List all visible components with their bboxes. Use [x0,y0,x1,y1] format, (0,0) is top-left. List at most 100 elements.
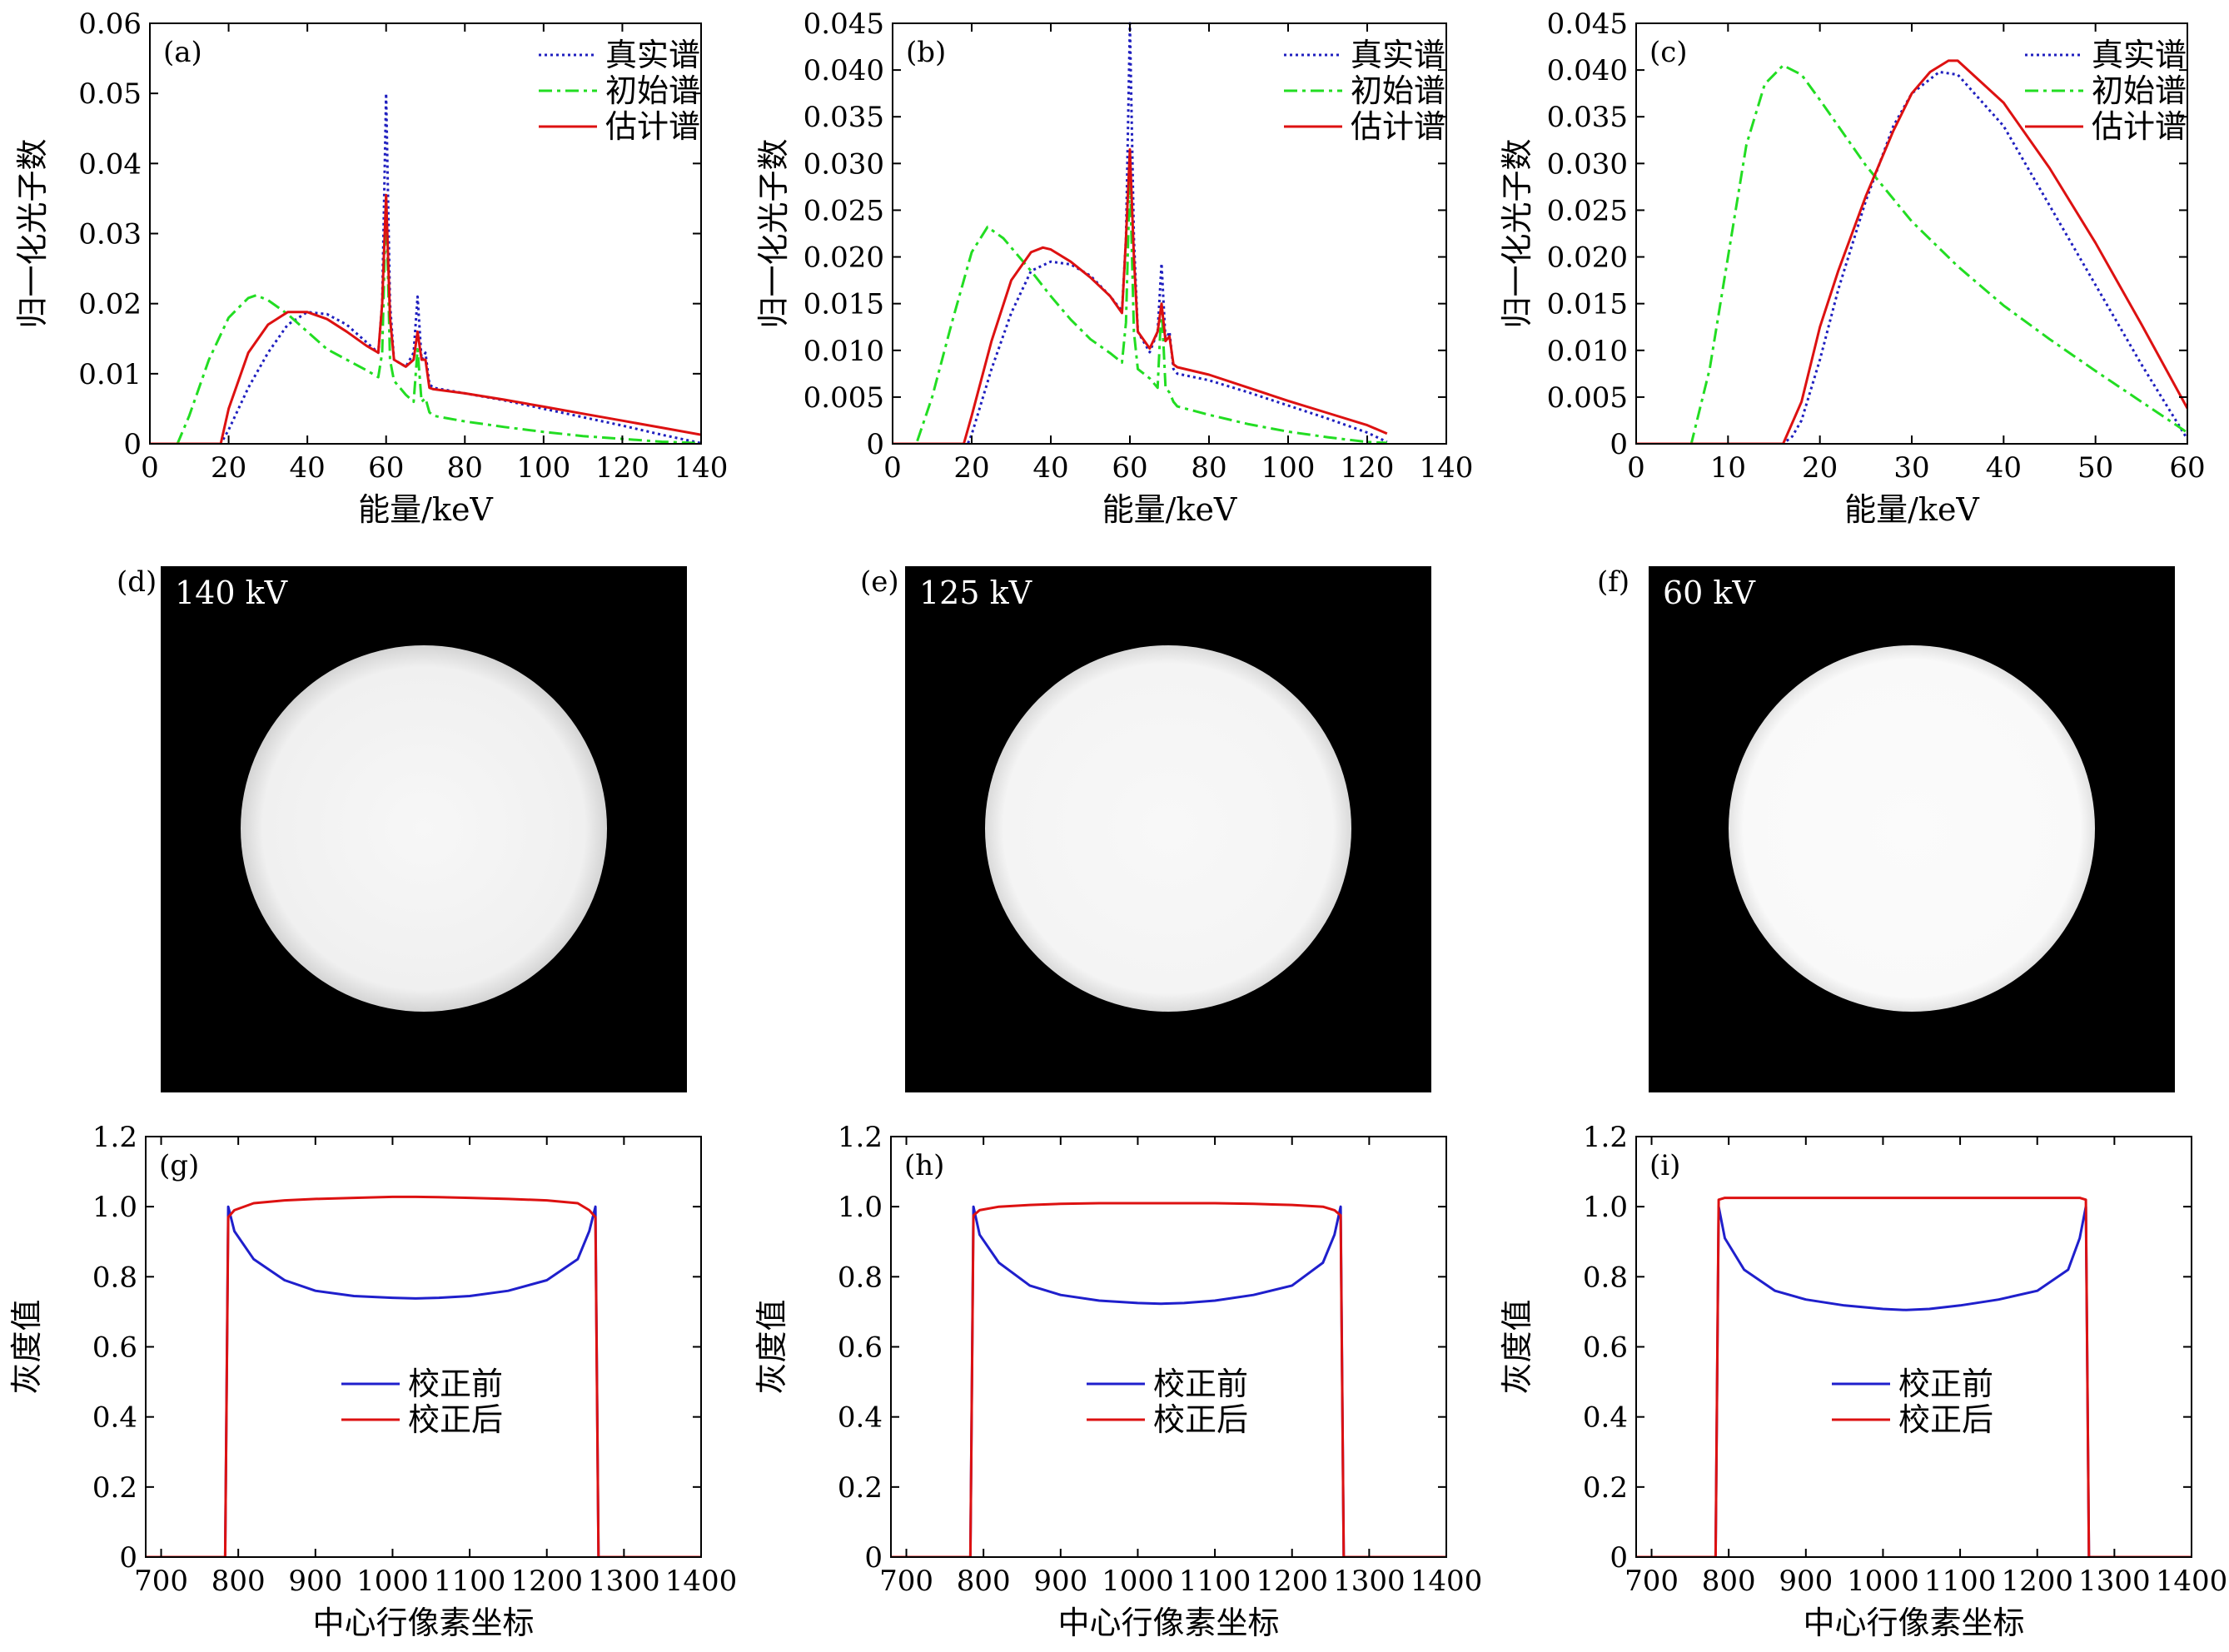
x-axis-label: 能量/keV [1844,491,1979,528]
x-tick-label: 20 [1802,451,1838,485]
x-tick-label: 100 [1261,451,1316,485]
x-tick-label: 900 [1779,1565,1833,1598]
panel-tag: (g) [159,1149,199,1182]
image-panel-e: (e) 125 kV [860,565,1431,1092]
x-tick-label: 0 [141,451,159,485]
y-tick-label: 0.035 [1547,101,1628,134]
series-group-c [1636,59,2187,445]
legend-entry-b-2: 估计谱 [1351,108,1445,145]
x-tick-label: 10 [1710,451,1746,485]
series-line-g-1 [146,1195,701,1558]
y-tick-label: 0.2 [838,1471,883,1505]
y-axis-label: 灰度值 [754,1299,790,1394]
x-tick-label: 1300 [1333,1565,1406,1598]
kv-label-e: 125 kV [919,575,1032,611]
kv-label-f: 60 kV [1663,575,1755,611]
y-tick-label: 0.6 [92,1331,137,1365]
y-tick-label: 0.03 [78,218,142,251]
y-tick-label: 0 [119,1541,137,1575]
legend-entry-b-1: 初始谱 [1351,72,1445,109]
y-axis-label: 归一化光子数 [1499,138,1535,328]
chart-i: 700 800 900 1000 1100 1200 1300 1400 0 0.2 0.4 0.6 0… [1499,1121,2227,1641]
x-tick-label: 1300 [588,1565,660,1598]
series-line-b-0 [893,22,1388,445]
kv-label-d: 140 kV [175,575,288,611]
x-tick-label: 60 [2169,451,2205,485]
x-tick-label: 40 [290,451,326,485]
y-tick-label: 0.8 [92,1261,137,1294]
legend-entry-i-1: 校正后 [1898,1401,1993,1438]
y-tick-label: 0.015 [804,288,884,321]
y-tick-label: 0.025 [1547,194,1628,227]
y-tick-label: 0.02 [78,288,142,321]
plot-frame-h [890,1136,1447,1558]
x-tick-label: 0 [883,451,902,485]
y-tick-label: 0 [1610,1541,1628,1575]
y-tick-label: 1.0 [92,1191,137,1224]
y-tick-label: 0.6 [838,1331,883,1365]
series-line-i-1 [1636,1197,2192,1558]
x-tick-label: 1100 [434,1565,506,1598]
y-tick-label: 0 [1610,428,1628,461]
x-tick-label: 1400 [1411,1565,1483,1598]
x-tick-label: 800 [1702,1565,1756,1598]
legend-entry-a-2: 估计谱 [605,108,700,145]
x-tick-label: 60 [368,451,404,485]
x-tick-label: 1200 [1256,1565,1328,1598]
y-tick-label: 0.4 [838,1401,883,1435]
series-line-g-0 [146,1205,701,1558]
x-tick-label: 1000 [356,1565,429,1598]
series-line-a-2 [150,193,701,445]
phantom-disk-d [241,645,607,1012]
x-tick-label: 20 [953,451,989,485]
chart-g: 700 800 900 1000 1100 1200 1300 1400 0 0.2 0.4 0.6 0… [8,1121,737,1641]
x-tick-label: 800 [211,1565,266,1598]
y-tick-label: 0.040 [1547,54,1628,87]
y-tick-label: 0.01 [78,358,142,391]
legend-entry-a-0: 真实谱 [605,37,700,73]
x-tick-label: 1100 [1924,1565,1997,1598]
y-tick-label: 0.6 [1583,1331,1628,1365]
x-tick-label: 60 [1112,451,1147,485]
y-tick-label: 0 [866,428,884,461]
x-tick-label: 40 [1986,451,2022,485]
y-tick-label: 0.04 [78,147,142,181]
y-tick-label: 0.8 [838,1261,883,1294]
y-tick-label: 0.020 [804,241,884,275]
y-tick-label: 0.4 [92,1401,137,1435]
phantom-disk-e [985,645,1351,1012]
x-tick-label: 40 [1032,451,1068,485]
y-tick-label: 0.035 [804,101,884,134]
x-tick-label: 700 [134,1565,188,1598]
legend-entry-g-1: 校正后 [408,1401,503,1438]
image-panel-f: (f) 60 kV [1597,565,2175,1092]
chart-h: 700 800 900 1000 1100 1200 1300 1400 0 0.2 0.4 0.6 0… [754,1121,1482,1641]
x-tick-label: 1100 [1179,1565,1251,1598]
panel-tag-e: (e) [860,565,899,599]
legend-entry-a-1: 初始谱 [605,72,700,109]
legend-entry-c-1: 初始谱 [2092,72,2187,109]
x-tick-label: 80 [447,451,483,485]
y-tick-label: 0.05 [78,77,142,111]
y-tick-label: 0.030 [1547,147,1628,181]
y-tick-label: 0.010 [804,335,884,368]
chart-a: 0 20 40 60 80 100 120 140 0 0.01 0.02 0.03 0.04 0.05 0… [14,7,728,528]
x-tick-label: 1400 [2156,1565,2228,1598]
x-tick-label: 1000 [1102,1565,1174,1598]
y-tick-label: 0.005 [804,381,884,415]
series-line-h-0 [891,1205,1446,1558]
x-axis-label: 能量/keV [1102,491,1237,528]
x-tick-label: 700 [1624,1565,1679,1598]
x-tick-label: 1200 [510,1565,583,1598]
legend-entry-i-0: 校正前 [1898,1366,1993,1402]
chart-c: 0 10 20 30 40 50 60 0 0.005 0.010 0.015 0.020 0.025 0… [1499,7,2206,528]
x-tick-label: 140 [674,451,729,485]
y-tick-label: 1.0 [1583,1191,1628,1224]
y-tick-label: 0.020 [1547,241,1628,275]
series-group-b [893,22,1388,445]
y-tick-label: 0.025 [804,194,884,227]
x-tick-label: 140 [1420,451,1474,485]
